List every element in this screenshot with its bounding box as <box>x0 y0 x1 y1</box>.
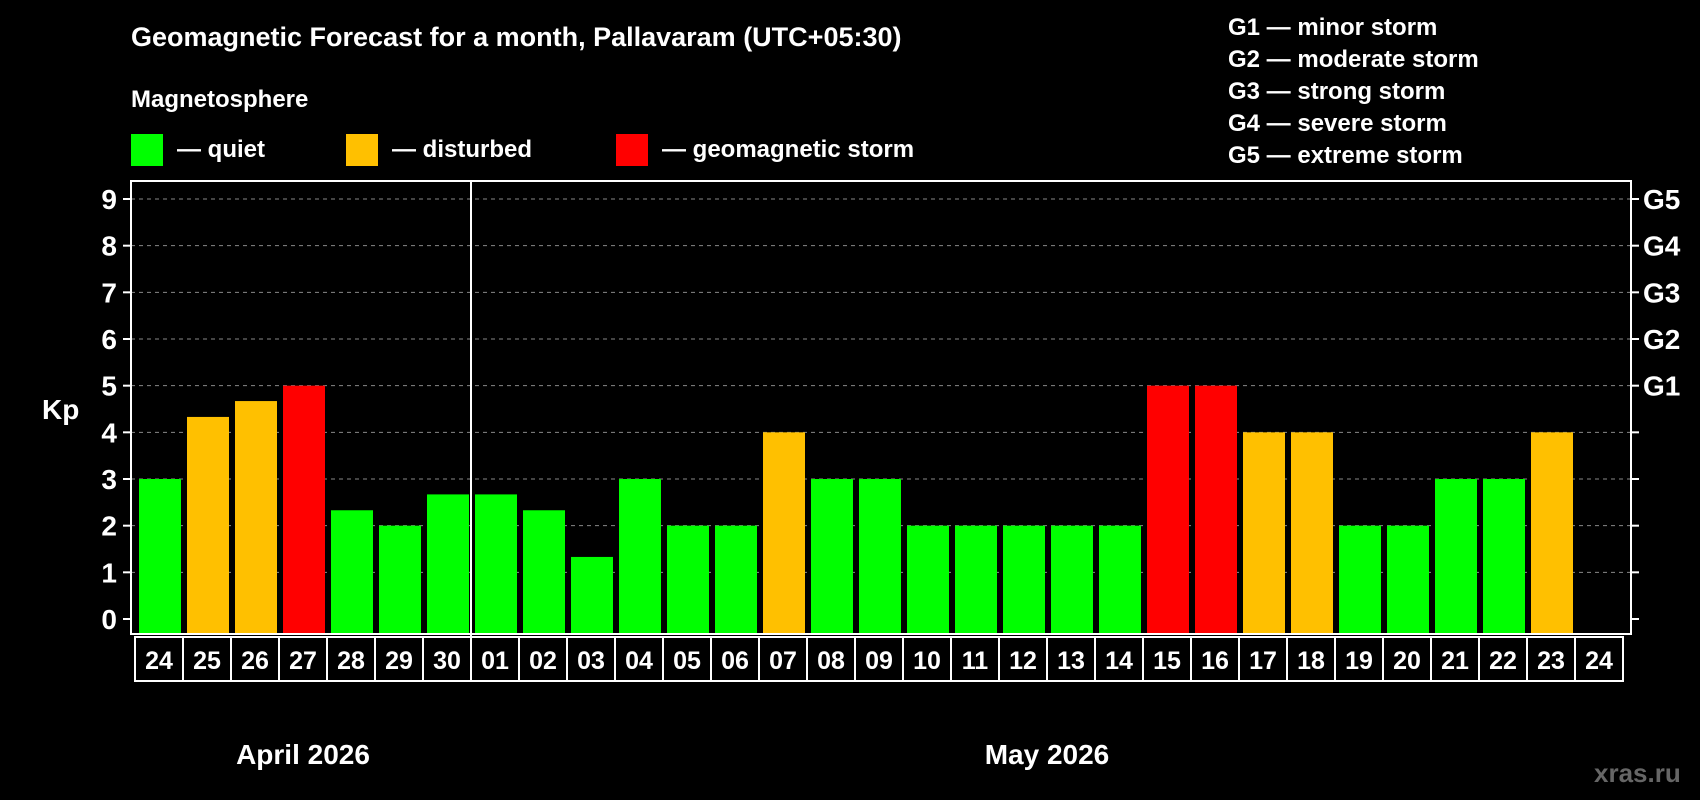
bar-27 <box>283 385 325 634</box>
right-tick-label: G4 <box>1643 231 1681 262</box>
day-label: 12 <box>1009 647 1037 675</box>
chart-subtitle: Magnetosphere <box>131 86 309 113</box>
right-tick-label: G5 <box>1643 184 1680 215</box>
day-label: 17 <box>1249 647 1277 675</box>
bar-20 <box>1387 525 1429 634</box>
day-label: 21 <box>1441 647 1469 675</box>
bar-22 <box>1483 479 1525 634</box>
plot-frame <box>130 180 1632 635</box>
bar-08 <box>811 479 853 634</box>
day-label: 19 <box>1345 647 1373 675</box>
storm-scale-g5: G5 — extreme storm <box>1228 142 1463 169</box>
bar-30 <box>427 494 469 634</box>
y-tick-label: 3 <box>101 464 117 495</box>
day-label: 07 <box>769 647 797 675</box>
day-label: 30 <box>433 647 461 675</box>
day-label: 23 <box>1537 647 1565 675</box>
legend-disturbed: — disturbed <box>346 134 532 166</box>
day-label: 29 <box>385 647 413 675</box>
legend-swatch-quiet <box>131 134 163 166</box>
legend-swatch-storm <box>616 134 648 166</box>
y-tick-label: 2 <box>101 511 117 542</box>
bar-29 <box>379 525 421 634</box>
day-label: 03 <box>577 647 605 675</box>
bar-15 <box>1147 385 1189 634</box>
day-label: 22 <box>1489 647 1517 675</box>
y-tick-label: 4 <box>101 417 117 448</box>
y-tick-label: 5 <box>101 371 117 402</box>
bar-06 <box>715 525 757 634</box>
bar-28 <box>331 510 373 634</box>
day-label: 28 <box>337 647 365 675</box>
watermark: xras.ru <box>1594 758 1681 788</box>
chart-title: Geomagnetic Forecast for a month, Pallav… <box>131 22 902 52</box>
bar-21 <box>1435 479 1477 634</box>
bar-26 <box>235 401 277 634</box>
bar-07 <box>763 432 805 634</box>
bar-04 <box>619 479 661 634</box>
y-tick-label: 0 <box>101 604 117 635</box>
day-label: 08 <box>817 647 845 675</box>
storm-scale-g3: G3 — strong storm <box>1228 78 1446 105</box>
day-label: 14 <box>1105 647 1133 675</box>
y-tick-label: 8 <box>101 231 117 262</box>
day-label: 01 <box>481 647 509 675</box>
storm-scale-g4: G4 — severe storm <box>1228 110 1447 137</box>
storm-scale-g2: G2 — moderate storm <box>1228 46 1479 73</box>
bar-24 <box>139 479 181 634</box>
legend-quiet: — quiet <box>131 134 265 166</box>
bar-18 <box>1291 432 1333 634</box>
day-label: 24 <box>145 647 173 675</box>
bar-23 <box>1531 432 1573 634</box>
bar-11 <box>955 525 997 634</box>
day-label: 04 <box>625 647 653 675</box>
bar-25 <box>187 416 229 634</box>
day-label: 06 <box>721 647 749 675</box>
day-label: 11 <box>962 647 989 675</box>
bar-03 <box>571 556 613 634</box>
bar-09 <box>859 479 901 634</box>
day-label: 20 <box>1393 647 1421 675</box>
y-tick-label: 1 <box>101 557 117 588</box>
bar-05 <box>667 525 709 634</box>
day-label: 15 <box>1153 647 1181 675</box>
day-label: 13 <box>1057 647 1085 675</box>
y-tick-label: 7 <box>101 277 117 308</box>
bar-13 <box>1051 525 1093 634</box>
month-label: May 2026 <box>985 739 1110 770</box>
right-tick-label: G2 <box>1643 324 1680 355</box>
bar-02 <box>523 510 565 634</box>
day-label: 10 <box>913 647 941 675</box>
day-label: 26 <box>241 647 269 675</box>
bar-17 <box>1243 432 1285 634</box>
right-tick-label: G3 <box>1643 277 1680 308</box>
y-axis-label: Kp <box>42 394 79 425</box>
day-label: 16 <box>1201 647 1229 675</box>
month-label: April 2026 <box>236 739 370 770</box>
y-tick-label: 9 <box>101 184 117 215</box>
legend-storm: — geomagnetic storm <box>616 134 914 166</box>
bar-12 <box>1003 525 1045 634</box>
legend-swatch-disturbed <box>346 134 378 166</box>
bar-10 <box>907 525 949 634</box>
right-tick-label: G1 <box>1643 371 1680 402</box>
day-label: 27 <box>289 647 317 675</box>
day-label: 02 <box>529 647 557 675</box>
y-tick-label: 6 <box>101 324 117 355</box>
day-label: 05 <box>673 647 701 675</box>
bar-16 <box>1195 385 1237 634</box>
legend-label: — geomagnetic storm <box>662 136 915 163</box>
day-label: 25 <box>193 647 221 675</box>
storm-scale-g1: G1 — minor storm <box>1228 14 1438 41</box>
legend-label: — disturbed <box>392 136 533 163</box>
day-label: 24 <box>1585 647 1613 675</box>
day-cell <box>1574 636 1624 682</box>
bar-01 <box>475 494 517 634</box>
legend-label: — quiet <box>177 136 265 163</box>
bar-14 <box>1099 525 1141 634</box>
bar-19 <box>1339 525 1381 634</box>
day-label: 09 <box>865 647 893 675</box>
day-label: 18 <box>1297 647 1325 675</box>
